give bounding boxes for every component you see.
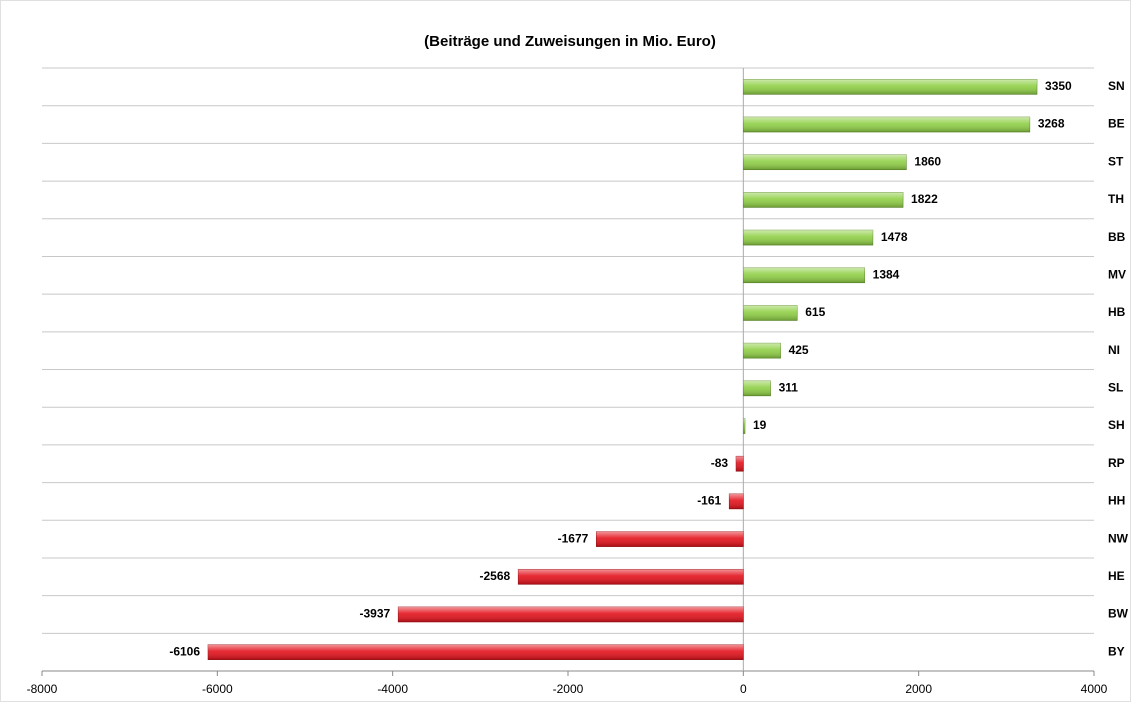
bar-shine	[743, 154, 907, 170]
x-tick-label: 0	[740, 682, 747, 696]
category-label: SH	[1108, 418, 1125, 432]
value-label: 1822	[911, 192, 938, 206]
value-label: -83	[711, 456, 729, 470]
bar-shine	[736, 456, 744, 472]
value-label: -1677	[558, 531, 589, 545]
category-label: HH	[1108, 494, 1125, 508]
bar-shine	[743, 79, 1038, 95]
x-tick-label: -2000	[553, 682, 584, 696]
bar-shine	[729, 493, 744, 509]
x-tick-label: 2000	[905, 682, 932, 696]
value-label: -161	[697, 494, 721, 508]
value-label: 3350	[1045, 79, 1072, 93]
category-label: MV	[1108, 267, 1126, 281]
value-label: 615	[805, 305, 825, 319]
value-label: 311	[779, 381, 799, 395]
category-label: NI	[1108, 343, 1120, 357]
chart-title: (Beiträge und Zuweisungen in Mio. Euro)	[424, 33, 716, 50]
value-label: 1860	[914, 154, 941, 168]
bar-shine	[743, 305, 798, 321]
category-label: TH	[1108, 192, 1124, 206]
value-label: -2568	[480, 569, 511, 583]
category-label: BW	[1108, 607, 1129, 621]
bar-shine	[743, 418, 745, 434]
value-label: -3937	[359, 607, 390, 621]
category-label: NW	[1108, 531, 1129, 545]
bar-shine	[743, 343, 781, 359]
bar-shine	[743, 230, 873, 246]
value-label: -6106	[169, 644, 200, 658]
bar-shine	[743, 192, 904, 208]
value-label: 425	[789, 343, 809, 357]
category-label: HB	[1108, 305, 1126, 319]
bar-shine	[596, 531, 744, 547]
category-label: HE	[1108, 569, 1125, 583]
value-label: 1384	[873, 267, 900, 281]
category-label: RP	[1108, 456, 1125, 470]
value-label: 1478	[881, 230, 908, 244]
value-label: 3268	[1038, 117, 1065, 131]
category-label: BB	[1108, 230, 1126, 244]
category-label: SL	[1108, 381, 1123, 395]
category-label: ST	[1108, 154, 1124, 168]
x-tick-label: -8000	[27, 682, 58, 696]
bar-shine	[743, 267, 865, 283]
category-label: BE	[1108, 117, 1125, 131]
bar-shine	[398, 606, 744, 622]
bar-shine	[518, 569, 744, 585]
category-label: BY	[1108, 644, 1125, 658]
category-label: SN	[1108, 79, 1125, 93]
x-tick-label: 4000	[1081, 682, 1108, 696]
bar-shine	[208, 644, 744, 660]
x-tick-label: -4000	[377, 682, 408, 696]
bar-shine	[743, 117, 1030, 133]
bar-shine	[743, 380, 771, 396]
x-tick-label: -6000	[202, 682, 233, 696]
value-label: 19	[753, 418, 767, 432]
